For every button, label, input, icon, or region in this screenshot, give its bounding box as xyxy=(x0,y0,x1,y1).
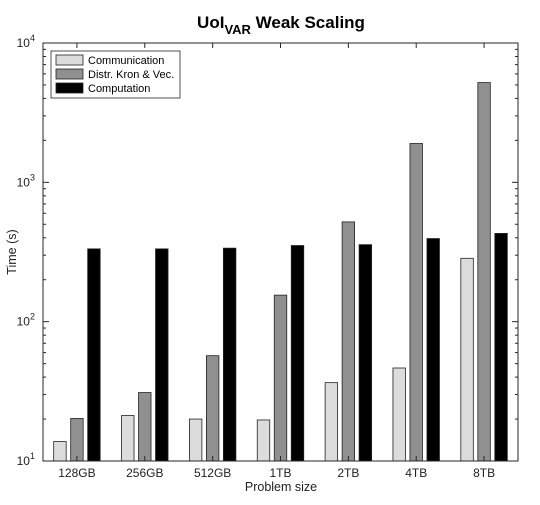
chart-title-main: UoI xyxy=(197,13,224,32)
legend-swatch xyxy=(55,68,84,80)
x-axis-label: Problem size xyxy=(245,480,317,494)
bar-2TB-1 xyxy=(341,221,356,462)
legend-entry: Computation xyxy=(88,83,150,95)
bar-2TB-2 xyxy=(358,244,373,462)
bar-512GB-2 xyxy=(222,247,237,462)
plot-frame xyxy=(42,42,519,462)
bar-8TB-0 xyxy=(460,257,474,462)
bar-1TB-2 xyxy=(290,245,305,462)
legend-entry: Communication xyxy=(88,55,164,67)
chart-title: UoIVAR Weak Scaling xyxy=(197,13,365,37)
chart-title-rest: Weak Scaling xyxy=(251,13,365,32)
bar-4TB-1 xyxy=(409,143,423,462)
bar-4TB-0 xyxy=(392,367,406,462)
bar-256GB-1 xyxy=(138,392,152,462)
bar-128GB-1 xyxy=(70,418,84,462)
bar-256GB-2 xyxy=(155,248,169,462)
bar-2TB-0 xyxy=(324,382,339,462)
x-tick-label: 1TB xyxy=(269,466,291,480)
y-axis-label: Time (s) xyxy=(5,229,19,274)
y-tick-label: 104 xyxy=(17,33,35,50)
x-tick-label: 8TB xyxy=(473,466,495,480)
x-tick-label: 2TB xyxy=(337,466,359,480)
plot-area: 101 102 103 104 128GB 256GB 512GB 1TB 2TB 4TB 8TB xyxy=(17,33,518,480)
bar-512GB-1 xyxy=(205,355,220,462)
y-tick-label: 102 xyxy=(17,312,35,329)
bar-1TB-0 xyxy=(256,419,271,462)
x-tick-label: 256GB xyxy=(126,466,163,480)
bar-8TB-2 xyxy=(494,233,508,462)
bar-128GB-0 xyxy=(53,441,67,462)
chart-title-subscript: VAR xyxy=(224,22,251,37)
legend-swatch xyxy=(55,82,84,94)
legend: Communication Distr. Kron & Vec. Computati… xyxy=(50,50,181,99)
x-tick-label: 512GB xyxy=(194,466,231,480)
bar-256GB-0 xyxy=(121,415,135,462)
legend-entry: Distr. Kron & Vec. xyxy=(88,69,174,81)
bar-4TB-2 xyxy=(426,238,440,462)
bar-512GB-0 xyxy=(188,418,203,462)
legend-swatch xyxy=(55,54,84,66)
bar-1TB-1 xyxy=(273,294,288,462)
bar-128GB-2 xyxy=(87,248,101,462)
y-tick-label: 101 xyxy=(17,451,35,468)
y-tick-label: 103 xyxy=(17,172,35,189)
bar-8TB-1 xyxy=(477,82,491,462)
x-tick-label: 128GB xyxy=(58,466,95,480)
x-tick-label: 4TB xyxy=(405,466,427,480)
